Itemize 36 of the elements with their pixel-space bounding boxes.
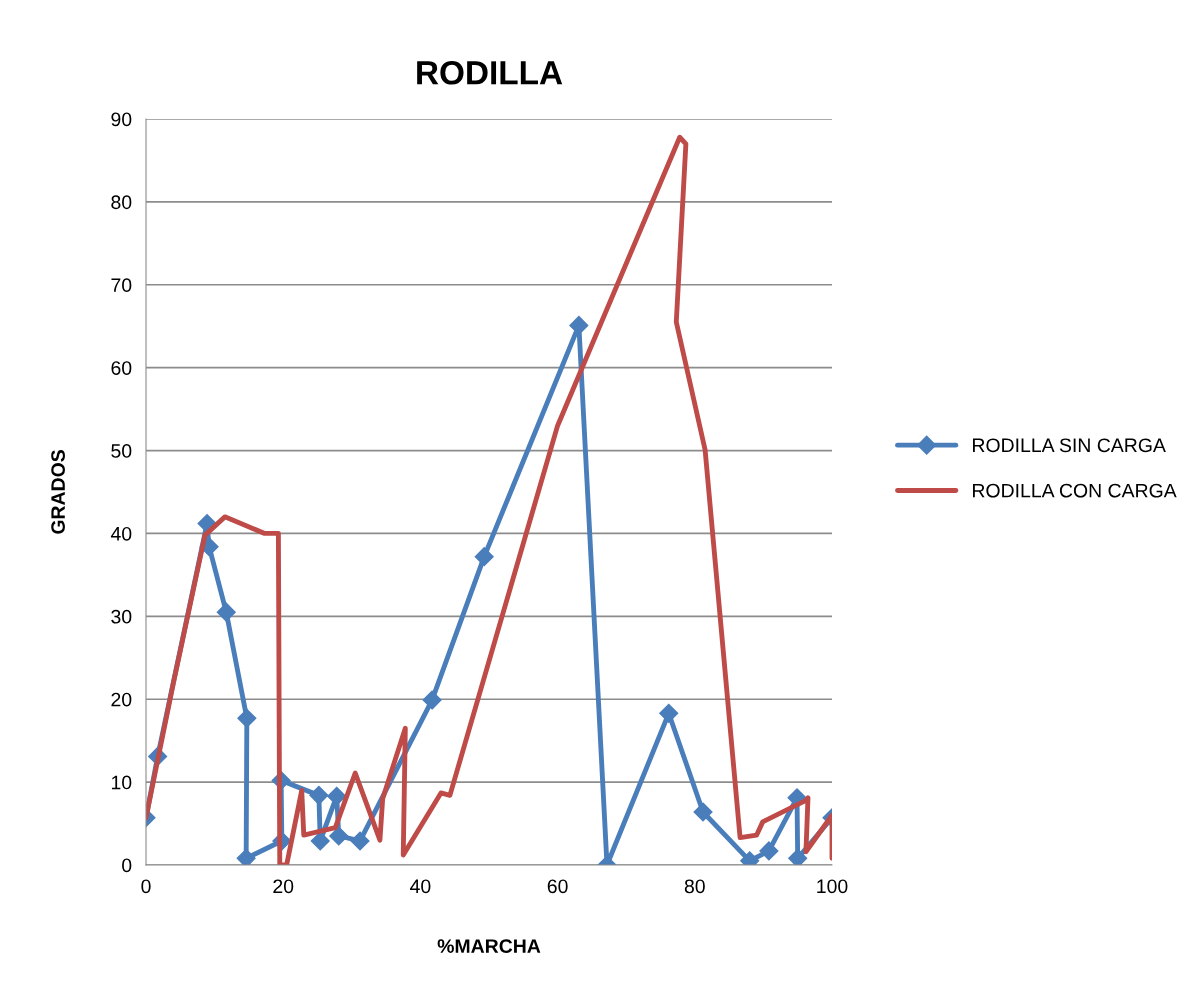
x-tick-label: 40 <box>410 879 431 894</box>
point <box>327 786 347 806</box>
y-tick-label: 40 <box>110 526 132 541</box>
y-tick-label: 20 <box>111 692 132 707</box>
point <box>788 848 808 865</box>
point <box>659 703 679 723</box>
x-tick-label: 20 <box>273 879 294 894</box>
point <box>216 602 236 622</box>
y-tick-label: 70 <box>111 278 132 293</box>
point <box>759 841 779 861</box>
legend-label: RODILLA SIN CARGA <box>973 438 1166 453</box>
y-tick-label: 10 <box>111 775 132 790</box>
y-tick-label: 60 <box>111 361 132 375</box>
y-tick-label: 0 <box>122 858 132 873</box>
x-tick-label: 60 <box>547 879 568 894</box>
y-tick-label: 50 <box>111 444 132 458</box>
chart-title: RODILLA <box>417 61 563 85</box>
point <box>569 315 589 335</box>
x-tick-label: 100 <box>817 879 848 894</box>
y-axis-title: GRADOS <box>51 450 65 534</box>
point <box>237 708 257 728</box>
point <box>310 831 330 851</box>
y-tick-label: 90 <box>111 112 132 127</box>
point <box>236 848 256 865</box>
x-tick-label: 80 <box>684 879 705 894</box>
x-axis-title: %MARCHA <box>437 939 541 953</box>
point <box>329 826 349 846</box>
point <box>693 802 713 822</box>
x-tick-label: 0 <box>141 879 151 894</box>
y-tick-label: 80 <box>111 195 132 210</box>
point <box>474 547 494 567</box>
point <box>309 785 329 805</box>
point <box>350 831 370 851</box>
legend-label: RODILLA CON CARGA <box>973 483 1177 498</box>
y-tick-label: 30 <box>111 609 132 624</box>
point <box>422 690 442 710</box>
